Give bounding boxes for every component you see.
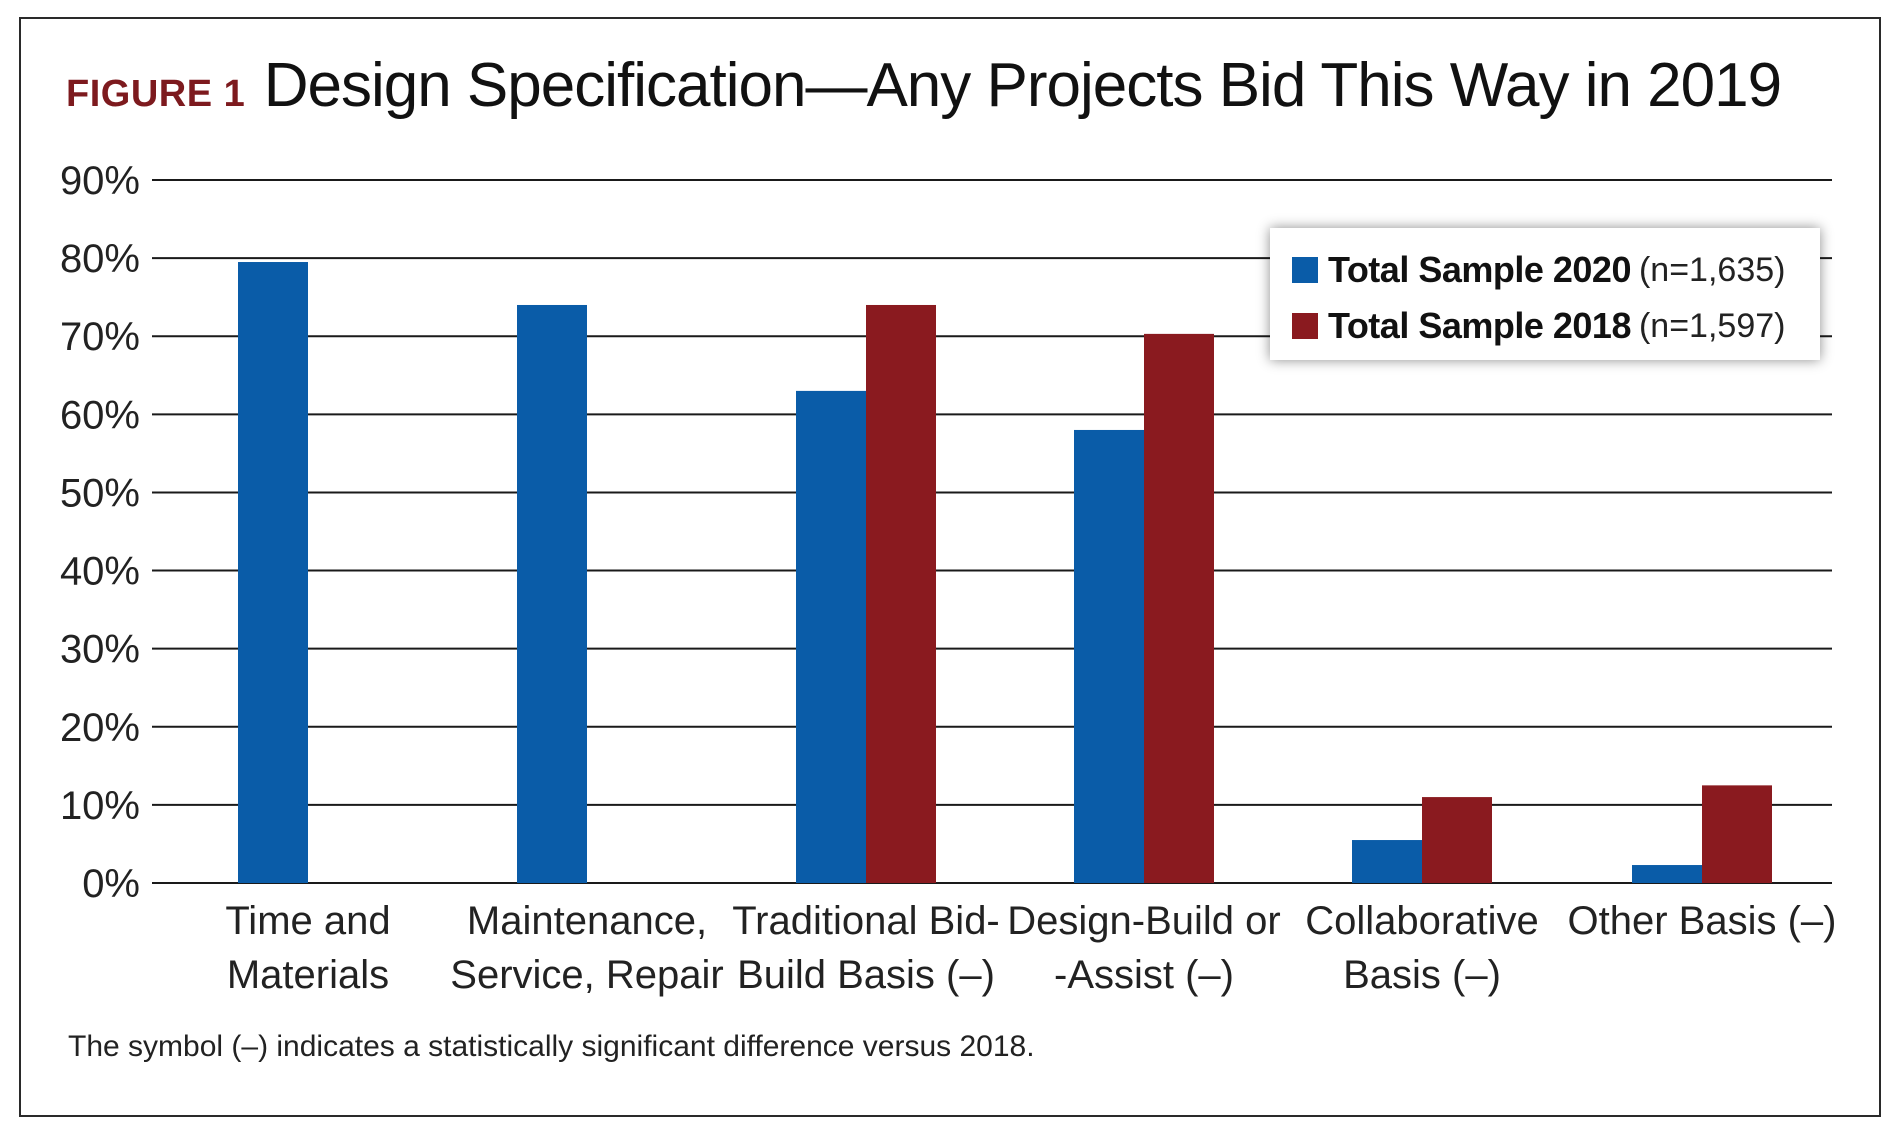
y-tick-label: 0% <box>82 862 140 906</box>
y-tick-label: 80% <box>60 237 140 281</box>
x-category-label: -Assist (–) <box>1054 953 1234 997</box>
x-category-label: Service, Repair <box>450 953 723 997</box>
x-category-label: Maintenance, <box>467 899 707 943</box>
x-category-label: Other Basis (–) <box>1568 899 1837 943</box>
legend-item-2020: Total Sample 2020 (n=1,635) <box>1292 242 1820 298</box>
y-tick-label: 60% <box>60 393 140 437</box>
footnote: The symbol (–) indicates a statistically… <box>68 1030 1035 1063</box>
x-category-label: Traditional Bid- <box>732 899 1000 943</box>
figure-label: FIGURE 1 <box>66 73 246 115</box>
legend-item-2018: Total Sample 2018 (n=1,597) <box>1292 298 1820 354</box>
x-category-label: Materials <box>227 953 389 997</box>
x-category-label: Collaborative <box>1305 899 1538 943</box>
x-category-label: Build Basis (–) <box>737 953 995 997</box>
y-tick-label: 20% <box>60 706 140 750</box>
legend-series-name: Total Sample 2018 <box>1328 305 1631 346</box>
chart-title: Design Specification—Any Projects Bid Th… <box>263 51 1782 120</box>
y-tick-label: 70% <box>60 315 140 359</box>
legend-sample-size: (n=1,597) <box>1638 306 1786 345</box>
x-category-label: Time and <box>225 899 390 943</box>
bar <box>517 304 587 883</box>
bars <box>238 262 1772 883</box>
bar <box>1702 785 1772 883</box>
bar <box>1352 840 1422 883</box>
y-tick-label: 30% <box>60 628 140 672</box>
bar <box>1074 429 1144 883</box>
title-row: FIGURE 1 Design Specification—Any Projec… <box>66 50 1782 121</box>
figure-frame <box>19 17 1881 1117</box>
legend-series-name: Total Sample 2020 <box>1328 249 1631 290</box>
y-tick-label: 10% <box>60 784 140 828</box>
x-category-label: Basis (–) <box>1343 953 1501 997</box>
legend-swatch-2020 <box>1292 257 1318 283</box>
x-category-label: Design-Build or <box>1007 899 1280 943</box>
bar <box>1144 333 1214 883</box>
x-axis: Time and Materials Maintenance, Service, Re… <box>225 899 1836 997</box>
y-tick-label: 90% <box>60 159 140 203</box>
y-tick-label: 40% <box>60 550 140 594</box>
bar <box>1422 797 1492 883</box>
bar <box>238 262 308 883</box>
bar <box>796 390 866 883</box>
y-tick-label: 50% <box>60 471 140 515</box>
y-axis: 0% 10% 20% 30% 40% 50% 60% 70% 80% 90% <box>60 159 140 906</box>
legend: Total Sample 2020 (n=1,635) Total Sample… <box>1270 228 1820 360</box>
bar <box>1632 865 1702 883</box>
legend-sample-size: (n=1,635) <box>1638 250 1786 289</box>
bar <box>866 304 936 883</box>
legend-swatch-2018 <box>1292 313 1318 339</box>
